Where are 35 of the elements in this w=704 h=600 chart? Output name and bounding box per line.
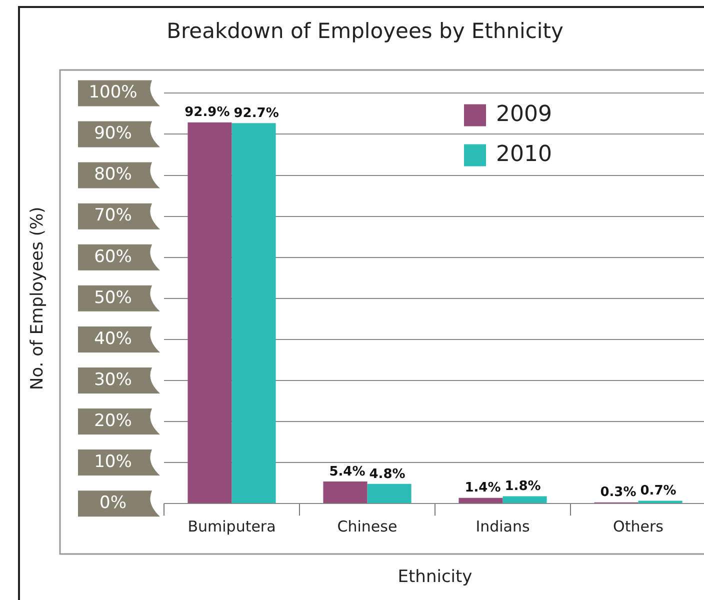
bar [232, 123, 276, 504]
chart-title: Breakdown of Employees by Ethnicity [166, 19, 564, 44]
data-label: 1.8% [504, 479, 541, 494]
y-tick-label: 10% [94, 452, 132, 472]
x-tick-label: Chinese [337, 517, 398, 536]
y-tick-label: 20% [94, 410, 132, 431]
y-tick-label: 70% [94, 206, 132, 226]
y-tick-label: 30% [94, 370, 132, 390]
legend-label: 2010 [496, 142, 552, 167]
bar [638, 500, 682, 504]
data-label: 1.4% [464, 480, 501, 496]
y-tick-label: 60% [94, 246, 132, 267]
x-tick-label: Bumiputera [188, 517, 276, 536]
bar [367, 484, 412, 504]
bar [502, 496, 547, 504]
data-label: 5.4% [329, 464, 366, 480]
bar [458, 498, 503, 504]
y-tick-label: 40% [94, 328, 132, 349]
y-tick-label: 90% [94, 124, 132, 144]
data-label: 4.8% [369, 466, 406, 482]
data-label: 92.9% [184, 105, 230, 120]
x-tick-label: Indians [476, 517, 530, 536]
bar [188, 122, 232, 504]
x-tick-label: Others [613, 517, 664, 536]
y-tick-label: 0% [100, 493, 126, 514]
x-axis-title: Ethnicity [398, 567, 472, 588]
data-label: 92.7% [234, 106, 279, 122]
legend-label: 2009 [496, 102, 552, 127]
y-tick-label: 50% [94, 288, 132, 308]
bar [323, 481, 368, 504]
y-tick-label: 100% [88, 82, 138, 103]
data-label: 0.3% [600, 485, 636, 500]
y-tick-label: 80% [94, 164, 132, 185]
data-label: 0.7% [640, 484, 676, 499]
y-axis-title: No. of Employees (%) [28, 206, 48, 390]
